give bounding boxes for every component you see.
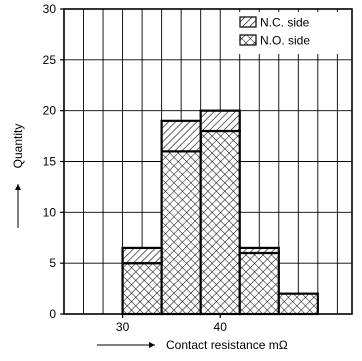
bar-n-c-side <box>238 246 280 255</box>
legend: N.C. side N.O. side <box>234 12 348 54</box>
y-tick-label: 25 <box>43 53 57 67</box>
legend-label: N.C. side <box>260 16 310 30</box>
axes <box>60 8 353 318</box>
y-tick-label: 30 <box>43 2 57 16</box>
y-axis-title: Quantity <box>11 124 25 169</box>
x-axis-title: Contact resistance mΩ <box>166 338 288 352</box>
bar-n-o-side <box>199 129 241 316</box>
legend-swatch <box>239 16 257 28</box>
y-tick-label: 20 <box>43 104 57 118</box>
bar-n-o-side <box>121 262 163 316</box>
y-tick-label: 15 <box>43 155 57 169</box>
x-tick-label: 30 <box>116 320 130 334</box>
legend-label: N.O. side <box>260 34 310 48</box>
bars <box>121 109 319 316</box>
bar-n-o-side <box>160 150 202 316</box>
bar-n-o-side <box>238 251 280 316</box>
bar-n-c-side <box>199 109 241 133</box>
y-tick-label: 0 <box>49 307 56 321</box>
bar-n-c-side <box>160 119 202 153</box>
y-tick-label: 10 <box>43 205 57 219</box>
y-tick-label: 5 <box>49 256 56 270</box>
labels: 0 5 10 15 20 25 30 30 40 Contact resistance mΩ Qua… <box>11 2 288 352</box>
bar-n-c-side <box>121 246 163 265</box>
bar-n-o-side <box>277 292 319 316</box>
x-axis-arrow-head <box>149 342 155 348</box>
legend-swatch <box>239 34 257 46</box>
y-axis-arrow-head <box>15 184 21 190</box>
x-tick-label: 40 <box>214 320 228 334</box>
